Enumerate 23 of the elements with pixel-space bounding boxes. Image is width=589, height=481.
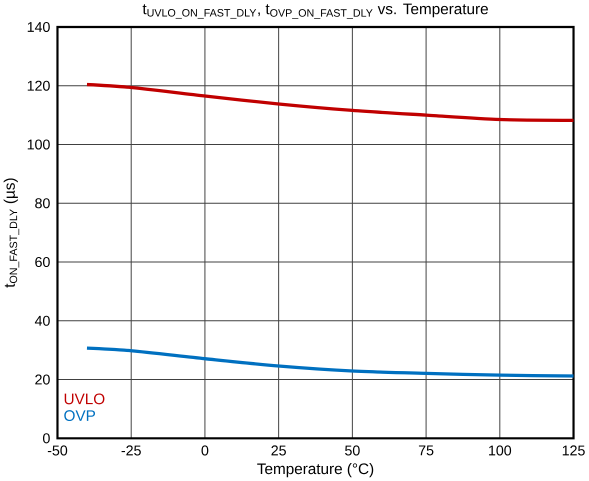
x-tick-label: -50 [48,446,68,456]
x-tick-label: 25 [271,446,286,456]
x-tick-label: -25 [122,446,141,456]
y-tick-label: 0 [43,433,50,444]
y-tick-label: 140 [28,22,50,32]
y-tick-label: 60 [35,257,50,268]
y-tick-label: 20 [35,374,50,385]
y-axis-title: $\text{t}_{\text{ON\_FAST\_DLY}}\text{ (µs)}$ [4,178,20,288]
x-tick-label: 75 [418,446,434,456]
line-series [85,346,574,378]
x-tick-label: 50 [345,446,360,456]
line-series [85,83,574,122]
chart-title: $\text{t}_{\text{UVLO\_ON\_FAST\_DLY}}\text{, t}_{\text{OVP\_ON\_FAST\_DLY}}\text{ vs. Temperature}$ [142,4,488,19]
text: UVLO [64,394,104,404]
x-tick-label: 0 [202,446,208,456]
x-tick-label: 100 [489,446,512,456]
y-tick-label: 40 [34,316,50,326]
text: OVP [64,410,96,422]
y-tick-label: 100 [28,140,50,150]
x-axis-title: Temperature (°C) [257,463,374,478]
y-tick-label: 120 [28,80,50,91]
x-tick-label: 125 [562,446,585,456]
y-tick-label: 80 [35,198,50,208]
